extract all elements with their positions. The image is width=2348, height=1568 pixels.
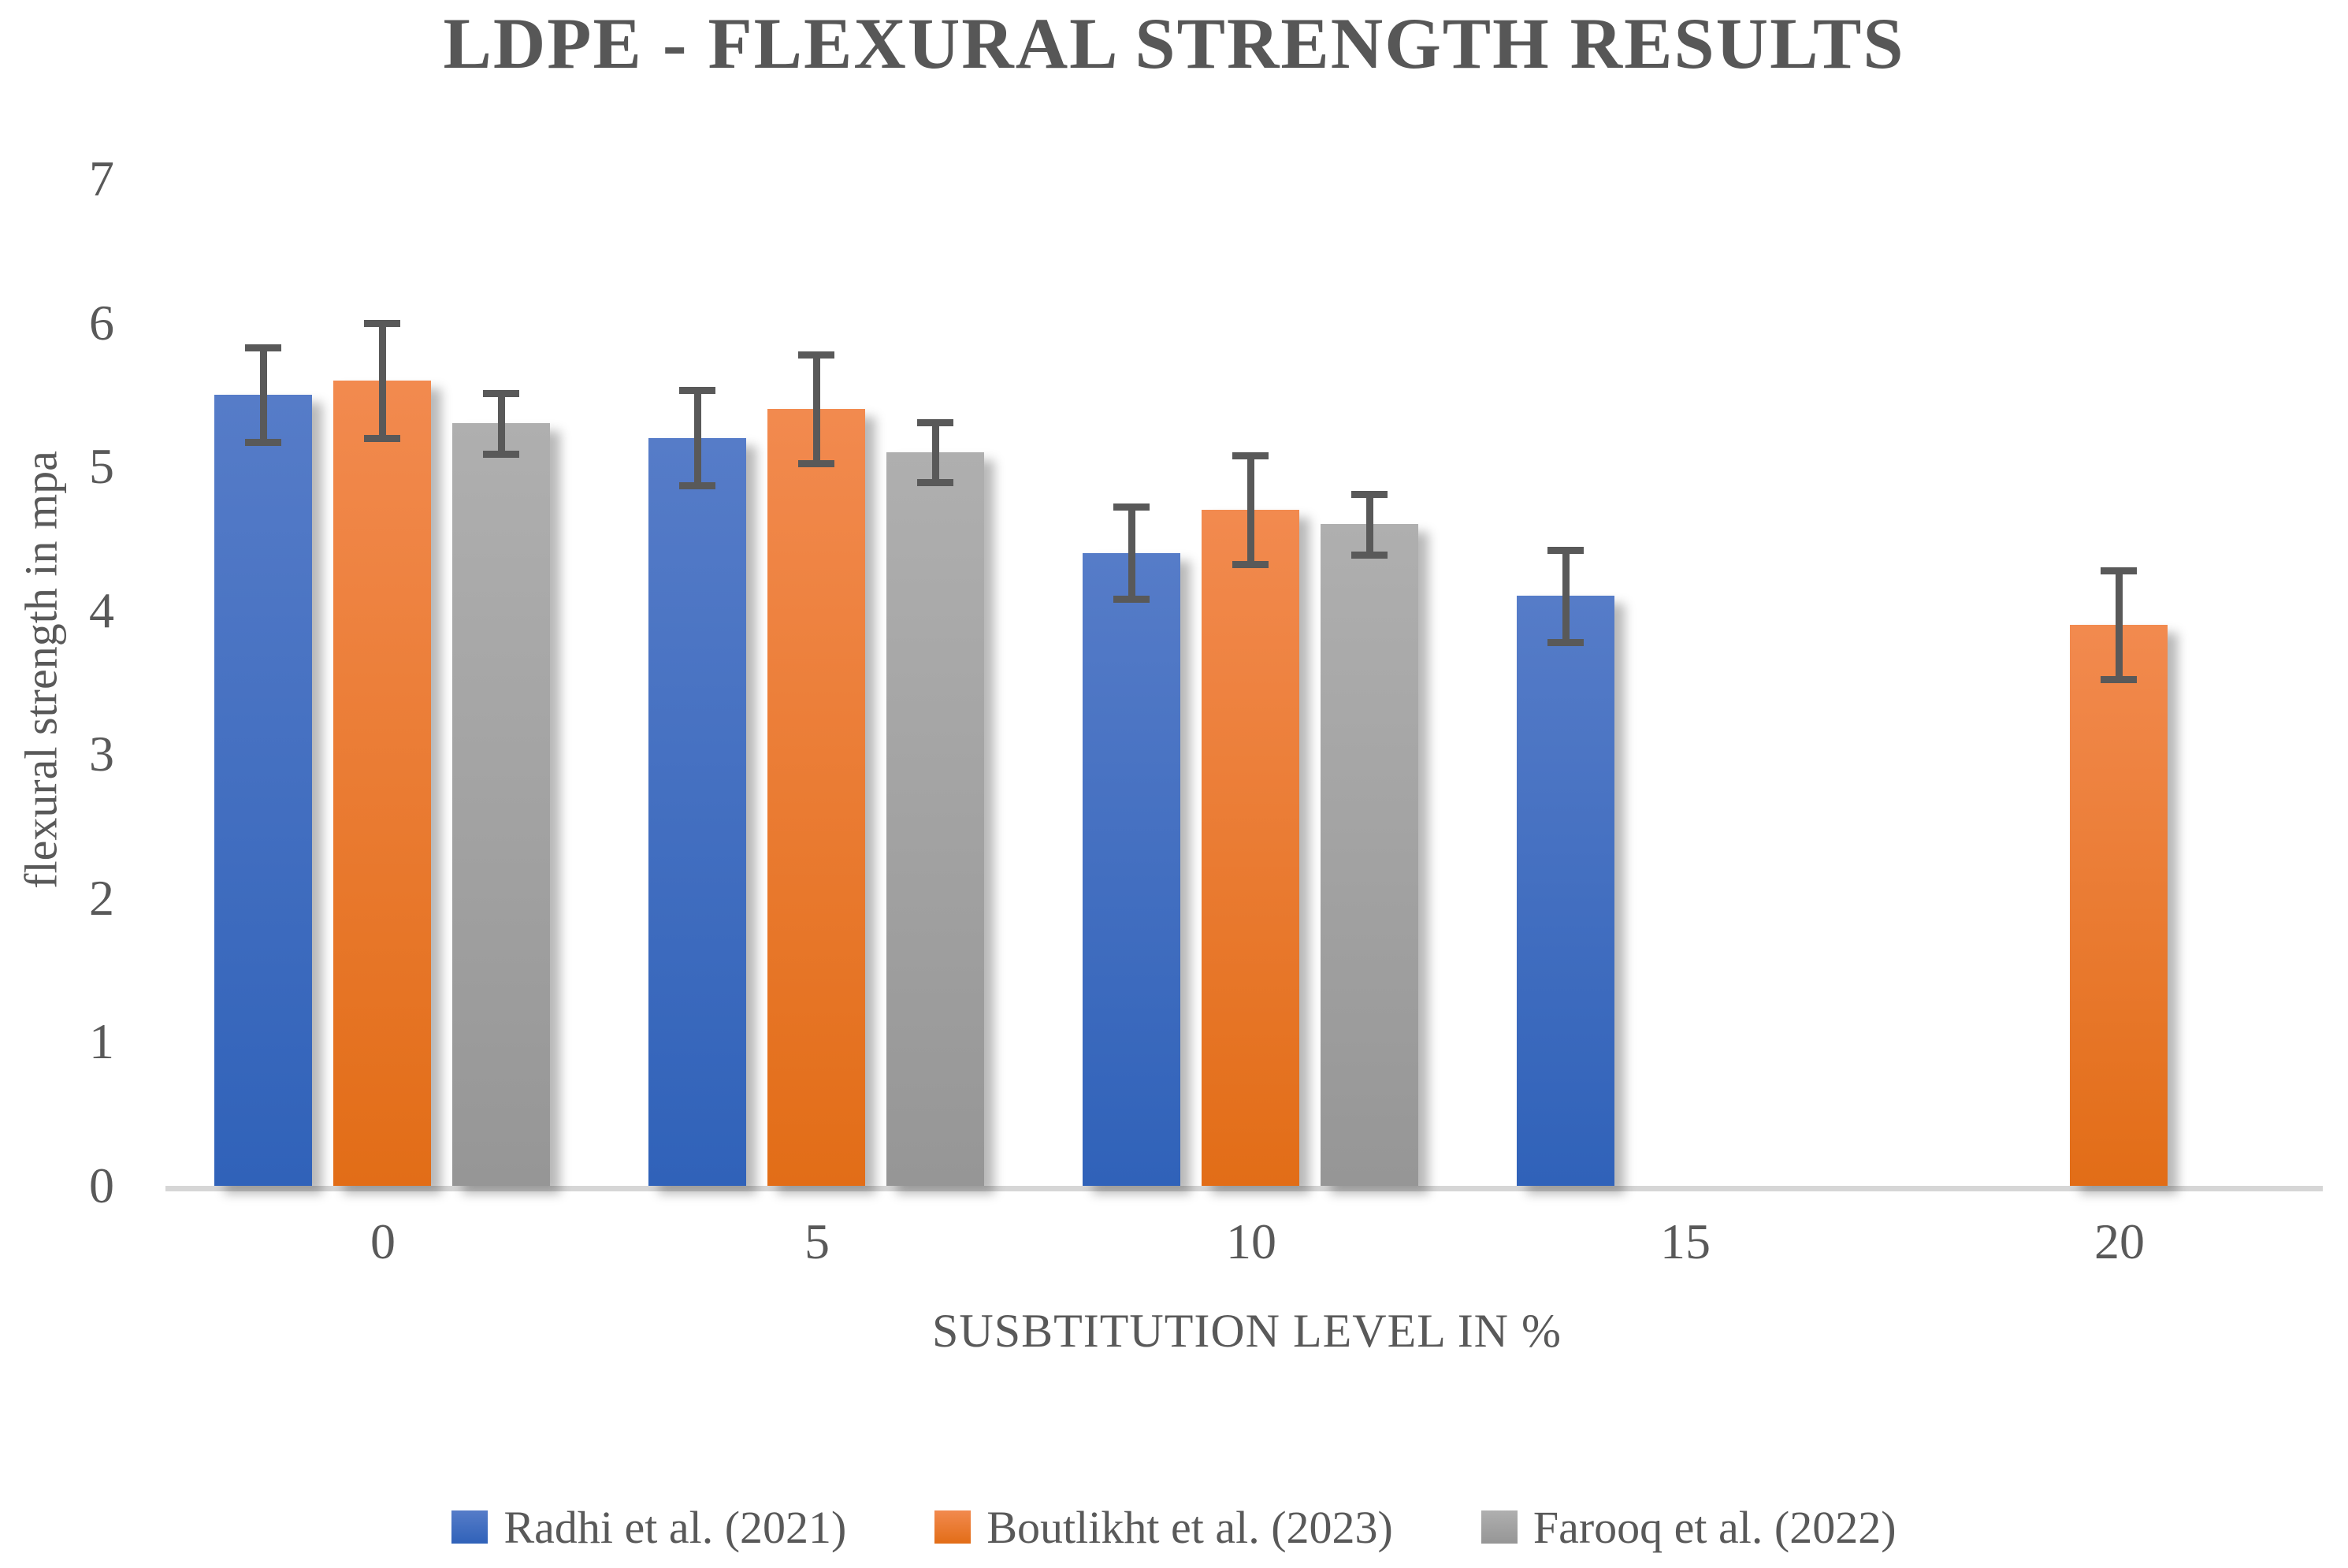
bar-gray-cat0 [452,423,550,1186]
error-bar-cap-bottom-gray-cat10 [1351,551,1388,559]
legend-item-blue: Radhi et al. (2021) [451,1501,846,1554]
x-tick-label-5: 5 [804,1213,830,1269]
error-bar-whisker-gray-cat0 [497,393,505,454]
error-bar-whisker-blue-cat5 [693,390,701,485]
error-bar-cap-bottom-orange-cat20 [2101,676,2137,684]
legend-label-gray: Farooq et al. (2022) [1533,1501,1897,1553]
error-bar-whisker-blue-cat10 [1128,507,1135,600]
y-tick-label-2: 2 [89,869,114,926]
error-bar-cap-top-gray-cat5 [917,418,953,426]
error-bar-cap-top-orange-cat5 [798,351,834,359]
error-bar-cap-bottom-blue-cat5 [679,481,715,489]
error-bar-whisker-gray-cat10 [1365,493,1373,555]
y-tick-label-7: 7 [89,150,114,206]
error-bar-whisker-orange-cat5 [812,354,820,464]
bar-orange-cat5 [767,409,865,1186]
y-tick-label-4: 4 [89,581,114,638]
legend-swatch-blue [451,1510,489,1544]
error-bar-cap-bottom-blue-cat0 [245,439,281,447]
bar-orange-cat10 [1202,509,1299,1186]
x-tick-label-10: 10 [1226,1213,1276,1269]
error-bar-cap-top-orange-cat10 [1232,451,1269,459]
error-bar-cap-top-blue-cat0 [245,344,281,351]
legend-swatch-orange [934,1510,972,1544]
x-axis-line [165,1186,2323,1191]
error-bar-whisker-orange-cat20 [2115,570,2123,680]
error-bar-whisker-gray-cat5 [931,422,939,483]
legend-swatch-gray [1481,1510,1518,1544]
error-bar-cap-bottom-blue-cat10 [1113,596,1150,604]
bar-blue-cat15 [1517,596,1614,1186]
legend-label-blue: Radhi et al. (2021) [503,1501,847,1553]
chart-title: LDPE - FLEXURAL STRENGTH RESULTS [443,3,1905,84]
bar-blue-cat0 [214,394,312,1186]
bar-orange-cat20 [2070,624,2168,1186]
y-axis-title: flexural strength in mpa [15,451,67,889]
x-tick-label-15: 15 [1660,1213,1711,1269]
y-tick-label-0: 0 [89,1157,114,1213]
error-bar-whisker-orange-cat10 [1246,455,1254,565]
error-bar-cap-top-gray-cat10 [1351,490,1388,498]
legend-item-orange: Boutlikht et al. (2023) [934,1501,1393,1554]
error-bar-cap-bottom-blue-cat15 [1547,638,1584,646]
bar-gray-cat10 [1321,524,1418,1186]
bar-blue-cat5 [648,437,746,1186]
error-bar-cap-top-gray-cat0 [483,390,519,398]
error-bar-cap-top-blue-cat15 [1547,547,1584,555]
error-bar-whisker-orange-cat0 [378,322,386,438]
error-bar-cap-top-orange-cat20 [2101,567,2137,574]
bar-orange-cat0 [333,380,431,1186]
y-tick-label-5: 5 [89,438,114,495]
error-bar-cap-top-blue-cat5 [679,387,715,395]
error-bar-cap-bottom-orange-cat5 [798,460,834,468]
x-axis-title: SUSBTITUTION LEVEL IN % [932,1305,1562,1357]
error-bar-cap-bottom-orange-cat10 [1232,561,1269,569]
y-tick-label-6: 6 [89,294,114,351]
error-bar-cap-bottom-orange-cat0 [364,434,400,442]
bar-blue-cat10 [1083,552,1180,1186]
bar-gray-cat5 [886,451,984,1186]
error-bar-cap-top-blue-cat10 [1113,503,1150,511]
legend: Radhi et al. (2021) Boutlikht et al. (202… [0,1492,2348,1562]
error-bar-whisker-blue-cat15 [1562,550,1570,642]
error-bar-whisker-blue-cat0 [259,347,267,443]
legend-item-gray: Farooq et al. (2022) [1481,1501,1897,1554]
x-tick-label-0: 0 [370,1213,396,1269]
error-bar-cap-bottom-gray-cat5 [917,479,953,487]
error-bar-cap-top-orange-cat0 [364,319,400,327]
y-tick-label-1: 1 [89,1013,114,1070]
error-bar-cap-bottom-gray-cat0 [483,450,519,458]
legend-label-orange: Boutlikht et al. (2023) [986,1501,1393,1553]
x-tick-label-20: 20 [2094,1213,2145,1269]
y-tick-label-3: 3 [89,726,114,782]
